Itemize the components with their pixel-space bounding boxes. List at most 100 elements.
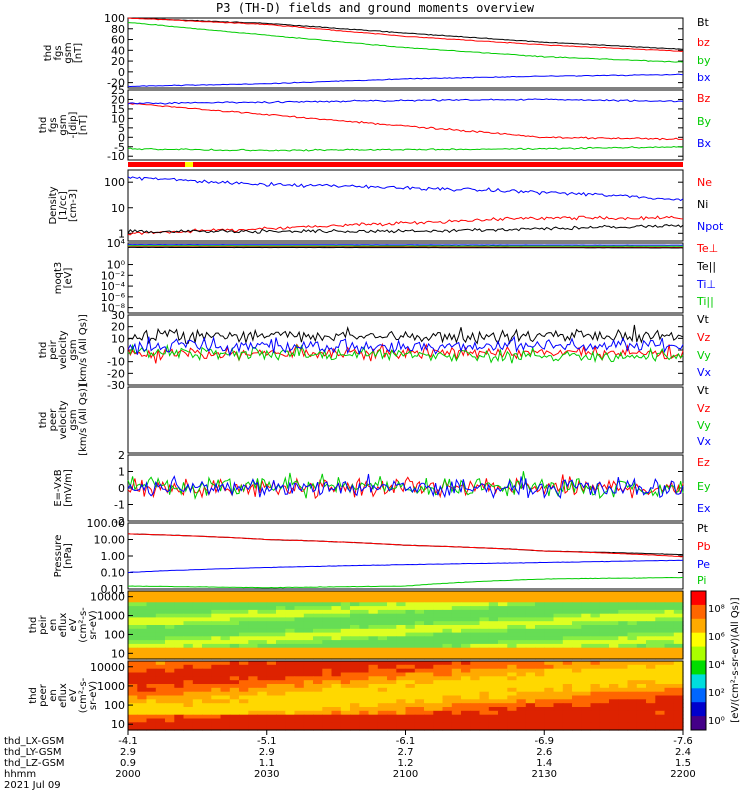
heatmap-cell <box>655 707 666 712</box>
heatmap-cell <box>618 703 629 708</box>
heatmap-cell <box>239 655 249 660</box>
heatmap-cell <box>655 676 666 681</box>
heatmap-cell <box>220 602 231 607</box>
heatmap-cell <box>433 621 444 626</box>
heatmap-cell <box>174 594 185 600</box>
heatmap-cell <box>507 636 518 641</box>
heatmap-cell <box>451 628 462 634</box>
heatmap-cell <box>155 691 166 697</box>
heatmap-cell <box>636 647 647 653</box>
heatmap-cell <box>627 714 638 720</box>
heatmap-cell <box>470 726 481 731</box>
heatmap-cell <box>396 684 407 689</box>
heatmap-cell <box>618 691 629 697</box>
heatmap-cell <box>525 617 536 622</box>
heatmap-cell <box>646 594 656 600</box>
heatmap-cell <box>165 628 175 634</box>
heatmap-cell <box>618 718 629 723</box>
heatmap-cell <box>192 598 203 603</box>
heatmap-cell <box>257 726 268 731</box>
heatmap-cell <box>202 707 212 712</box>
heatmap-cell <box>174 703 185 708</box>
heatmap-cell <box>498 602 508 607</box>
y-tick-label: 10 <box>111 332 125 345</box>
y-axis-label: Pressure <box>53 535 64 578</box>
heatmap-cell <box>516 647 527 653</box>
heatmap-cell <box>498 726 508 731</box>
heatmap-cell <box>479 609 490 615</box>
heatmap-cell <box>572 710 582 716</box>
heatmap-cell <box>340 606 351 611</box>
heatmap-cell <box>627 668 638 674</box>
legend-entry: Pt <box>697 522 709 535</box>
series-line <box>127 73 684 88</box>
y-tick-label: 10⁴ <box>107 237 126 250</box>
heatmap-cell <box>470 621 481 626</box>
heatmap-cell <box>368 722 379 727</box>
colorbar-segment <box>691 716 706 731</box>
heatmap-cell <box>359 594 370 600</box>
heatmap-cell <box>479 643 490 649</box>
heatmap-cell <box>553 591 564 596</box>
heatmap-cell <box>507 703 518 708</box>
heatmap-cell <box>155 687 166 693</box>
heatmap-cell <box>442 598 453 603</box>
heatmap-cell <box>414 664 425 670</box>
heatmap-cell <box>479 636 490 641</box>
heatmap-cell <box>294 651 305 656</box>
heatmap-cell <box>359 636 370 641</box>
heatmap-cell <box>294 672 305 677</box>
footer-value: 1.1 <box>259 758 275 769</box>
heatmap-cell <box>433 625 444 630</box>
heatmap-cell <box>507 718 518 723</box>
heatmap-cell <box>516 632 527 637</box>
heatmap-cell <box>590 621 601 626</box>
heatmap-cell <box>488 714 499 720</box>
heatmap-cell <box>516 703 527 708</box>
colorbar-tick-label: 10² <box>708 688 725 699</box>
heatmap-cell <box>562 617 573 622</box>
heatmap-cell <box>128 710 138 716</box>
heatmap-cell <box>322 695 333 700</box>
heatmap-cell <box>599 655 610 660</box>
heatmap-cell <box>553 594 564 600</box>
heatmap-cell <box>303 687 314 693</box>
heatmap-cell <box>183 636 194 641</box>
heatmap-cell <box>229 621 240 626</box>
heatmap-cell <box>303 726 314 731</box>
y-axis-label: [nT] <box>73 43 84 63</box>
panel-frame <box>127 169 684 242</box>
heatmap-cell <box>572 632 582 637</box>
heatmap-cell <box>396 680 407 685</box>
heatmap-cell <box>211 672 222 677</box>
heatmap-cell <box>562 651 573 656</box>
heatmap-cell <box>599 621 610 626</box>
y-axis-label: en <box>48 619 59 632</box>
heatmap-cell <box>627 594 638 600</box>
heatmap-cell <box>248 680 259 685</box>
heatmap-cell <box>239 640 249 645</box>
heatmap-cell <box>581 668 592 674</box>
heatmap-cell <box>303 628 314 634</box>
y-axis-label: [km/s (All Qs)] <box>78 314 89 386</box>
heatmap-cell <box>183 651 194 656</box>
heatmap-cell <box>322 687 333 693</box>
heatmap-cell <box>294 684 305 689</box>
heatmap-cell <box>618 672 629 677</box>
heatmap-cell <box>618 643 629 649</box>
heatmap-cell <box>627 655 638 660</box>
heatmap-cell <box>285 640 296 645</box>
heatmap-cell <box>276 699 286 704</box>
heatmap-cell <box>128 726 138 731</box>
heatmap-cell <box>174 636 185 641</box>
heatmap-cell <box>285 695 296 700</box>
heatmap-cell <box>257 722 268 727</box>
heatmap-cell <box>470 668 481 674</box>
heatmap-cell <box>165 609 175 615</box>
heatmap-cell <box>377 714 388 720</box>
heatmap-cell <box>350 625 360 630</box>
heatmap-cell <box>146 651 157 656</box>
heatmap-cell <box>414 647 425 653</box>
heatmap-cell <box>498 636 508 641</box>
heatmap-cell <box>368 617 379 622</box>
